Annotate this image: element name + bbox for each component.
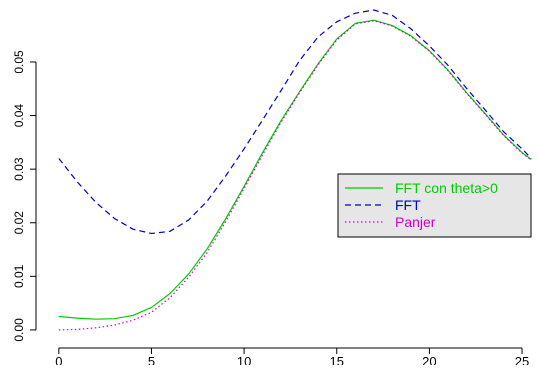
y-tick-label: 0.04 — [12, 104, 26, 128]
y-tick-label: 0.03 — [12, 157, 26, 181]
series-line-2 — [58, 9, 532, 235]
y-tick-label: 0.05 — [12, 50, 26, 74]
x-tick-label: 15 — [330, 354, 344, 365]
y-tick-label: 0.00 — [12, 318, 26, 342]
legend-label-2: FFT — [395, 197, 421, 213]
x-tick-label: 10 — [237, 354, 251, 365]
x-tick-label: 5 — [148, 354, 155, 365]
legend-label-1: FFT con theta>0 — [395, 180, 498, 196]
x-tick-label: 20 — [422, 354, 436, 365]
y-tick-label: 0.02 — [12, 211, 26, 235]
series-line-3 — [58, 20, 532, 331]
series-line-1 — [58, 19, 532, 320]
x-tick-label: 25 — [515, 354, 529, 365]
legend-label-3: Panjer — [395, 214, 436, 230]
x-tick-label: 0 — [55, 354, 62, 365]
series-layer — [58, 9, 532, 331]
y-tick-label: 0.01 — [12, 264, 26, 288]
